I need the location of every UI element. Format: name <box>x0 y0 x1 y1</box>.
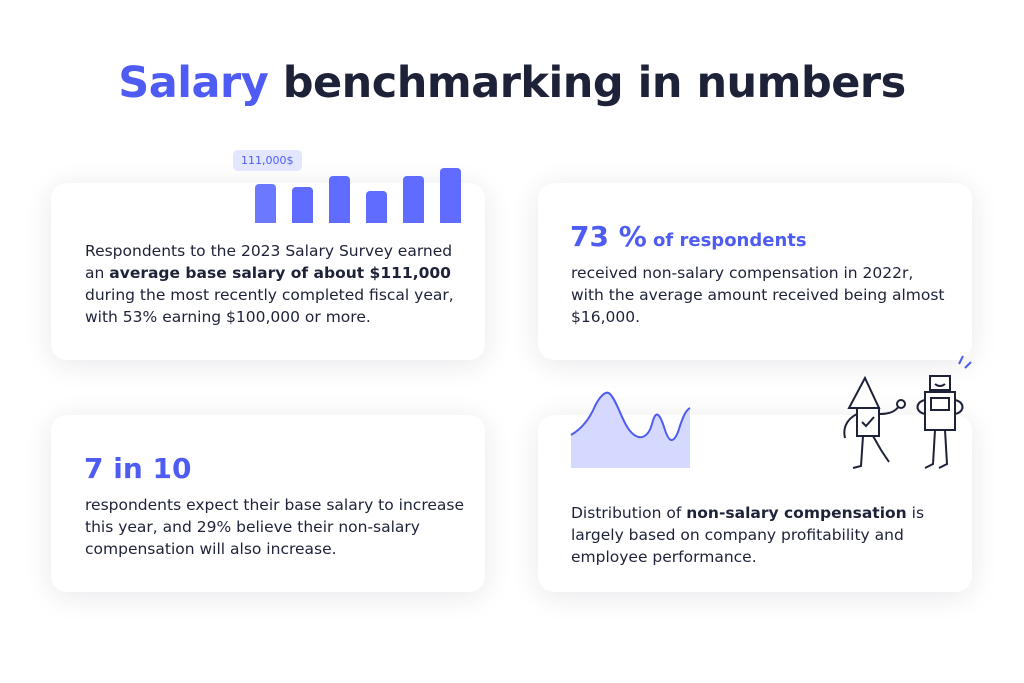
card2-text: received non-salary compensation in 2022… <box>571 264 945 326</box>
card-non-salary-compensation <box>538 183 972 360</box>
card4-text: Distribution of non-salary compensation … <box>571 504 925 566</box>
bar <box>366 191 387 223</box>
bar <box>255 184 276 223</box>
bar <box>292 187 313 223</box>
card3-stat: 7 in 10 <box>84 452 192 485</box>
card-salary-expectation <box>51 415 485 592</box>
bar <box>329 176 350 223</box>
salary-badge: 111,000$ <box>233 150 302 171</box>
card3-text: respondents expect their base salary to … <box>85 496 464 558</box>
bar <box>403 176 424 223</box>
robots-illustration <box>843 355 972 469</box>
page-title: Salary benchmarking in numbers <box>118 58 906 108</box>
area-chart-illustration <box>570 391 691 468</box>
card2-stat: 73 % of respondents <box>570 220 807 253</box>
card1-text: Respondents to the 2023 Salary Survey ea… <box>85 242 454 326</box>
bar <box>440 168 461 223</box>
